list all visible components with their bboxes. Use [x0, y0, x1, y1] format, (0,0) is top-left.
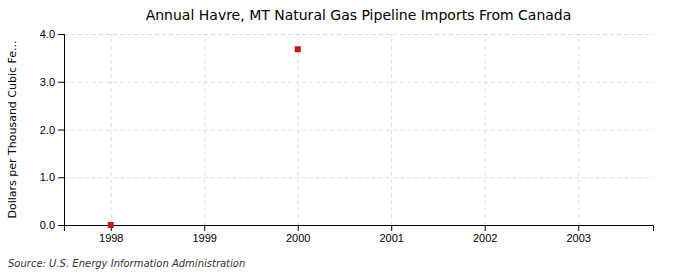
y-axis-label: Dollars per Thousand Cubic Fe...	[6, 40, 19, 218]
x-axis-line	[65, 226, 654, 232]
y-axis: 0.0 1.0 2.0 3.0 4.0	[40, 28, 65, 231]
x-grid-line	[111, 34, 112, 225]
y-tick-mark	[58, 225, 64, 226]
y-tick: 3.0	[40, 76, 64, 88]
x-tick-label: 1999	[192, 232, 216, 244]
plot-area: 1998 1999 2000 2001 2002 2003 0.0 1.0 2.0 3.0 4.0	[40, 28, 654, 244]
x-tick-label: 2002	[473, 232, 497, 244]
x-axis: 1998 1999 2000 2001 2002 2003	[65, 225, 654, 244]
y-grid-line	[64, 130, 653, 131]
y-tick: 1.0	[40, 171, 64, 183]
y-tick: 0.0	[40, 219, 64, 231]
x-grid-tick	[111, 34, 112, 225]
y-tick-label: 2.0	[40, 124, 55, 136]
y-tick: 2.0	[40, 124, 64, 136]
y-grid-tick	[64, 177, 653, 178]
x-tick-mark	[391, 225, 392, 231]
y-grid-line	[64, 34, 653, 35]
y-tick-label: 3.0	[40, 76, 55, 88]
source: Source: U.S. Energy Information Administ…	[8, 258, 245, 269]
chart: 1998 1999 2000 2001 2002 2003 0.0 1.0 2.0 3.0 4.0 A…	[0, 0, 675, 275]
title: Annual Havre, MT Natural Gas Pipeline Im…	[146, 7, 572, 23]
points	[108, 46, 301, 228]
x-tick-label: 2001	[379, 232, 403, 244]
x-tick: 2002	[473, 225, 497, 244]
x-tick-label: 1998	[99, 232, 123, 244]
x-tick-label: 2003	[566, 232, 590, 244]
y-tick-mark	[58, 82, 64, 83]
x-tick: 2000	[286, 225, 310, 244]
x-tick: 1999	[192, 225, 216, 244]
y-tick-mark	[58, 177, 64, 178]
x-tick-label: 2000	[286, 232, 310, 244]
y-axis-line	[58, 35, 65, 226]
point	[108, 222, 114, 228]
x-tick-mark	[578, 225, 579, 231]
y-tick-mark	[58, 34, 64, 35]
y-tick-mark	[58, 130, 64, 131]
point	[295, 46, 301, 52]
x-tick: 2001	[379, 225, 403, 244]
y-tick: 4.0	[40, 28, 64, 40]
y-grid	[64, 35, 653, 226]
x-tick: 2003	[566, 225, 590, 244]
x-grid-tick	[391, 34, 392, 225]
y-grid-tick	[64, 34, 653, 35]
y-grid-tick	[64, 130, 653, 131]
y-grid-tick	[64, 82, 653, 83]
y-grid-line	[64, 82, 653, 83]
y-tick-label: 4.0	[40, 28, 55, 40]
x-tick-mark	[204, 225, 205, 231]
y-grid-line	[64, 177, 653, 178]
x-tick-mark	[485, 225, 486, 231]
x-grid-line	[391, 34, 392, 225]
y-tick-label: 1.0	[40, 171, 55, 183]
x-tick-mark	[298, 225, 299, 231]
y-tick-label: 0.0	[40, 219, 55, 231]
